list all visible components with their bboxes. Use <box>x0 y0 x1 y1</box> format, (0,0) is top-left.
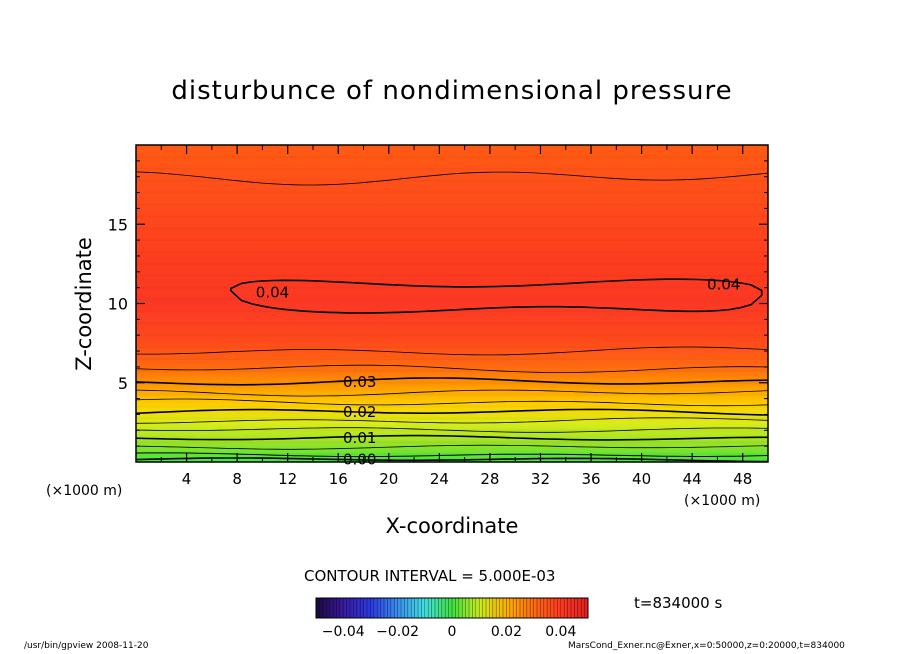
contour-interval-text: CONTOUR INTERVAL = 5.000E-03 <box>304 567 556 585</box>
y-tick-label: 15 <box>108 215 128 234</box>
x-tick-label: 36 <box>581 470 600 488</box>
x-axis-label-text: X-coordinate <box>385 514 519 538</box>
x-tick-label: 20 <box>379 470 398 488</box>
contour-label: 0.02 <box>343 403 376 421</box>
contour-line <box>135 452 769 458</box>
contour-label: 0.03 <box>343 373 376 391</box>
footer-left: /usr/bin/gpview 2008-11-20 <box>24 641 149 651</box>
x-tick-label: 48 <box>733 470 752 488</box>
x-tick-label: 8 <box>232 470 242 488</box>
contour-line-0.04 <box>230 278 763 314</box>
colorbar-tick-label: −0.02 <box>376 624 419 640</box>
contour-label: 0.00 <box>343 451 376 469</box>
y-tick-label: 5 <box>118 374 128 393</box>
contour-line <box>135 457 768 463</box>
chart-title: disturbunce of nondimensional pressure <box>171 76 733 106</box>
contour-line <box>136 346 769 356</box>
x-tick-label: 16 <box>329 470 348 488</box>
contour-line <box>135 171 769 186</box>
colorbar-tick-label: 0.04 <box>545 624 576 640</box>
contour-line <box>135 364 769 373</box>
contour-line <box>135 398 769 407</box>
contour-label: 0.04 <box>256 283 289 301</box>
contour-line <box>135 444 769 450</box>
x-tick-label: 24 <box>430 470 449 488</box>
contour-line <box>135 408 769 416</box>
x-tick-label: 4 <box>182 470 192 488</box>
contour-line <box>135 417 769 424</box>
footer-right: MarsCond_Exner.nc@Exner,x=0:50000,z=0:20… <box>568 641 845 651</box>
y-tick-label: 10 <box>108 295 128 314</box>
x-tick-label: 28 <box>480 470 499 488</box>
colorbar-tick-label: 0.02 <box>491 624 522 640</box>
y-axis-unit: (×1000 m) <box>46 483 123 499</box>
colorbar-tick-label: 0 <box>448 624 457 640</box>
x-axis-unit: (×1000 m) <box>684 493 761 509</box>
colorbar-tick-label: −0.04 <box>322 624 365 640</box>
contour-line <box>135 377 769 386</box>
colorbar-frame <box>315 597 589 619</box>
x-tick-label: 12 <box>278 470 297 488</box>
x-tick-label: 32 <box>531 470 550 488</box>
contour-label: 0.01 <box>343 429 376 447</box>
time-label: t=834000 s <box>634 594 723 612</box>
x-tick-label: 40 <box>632 470 651 488</box>
x-tick-label: 44 <box>683 470 702 488</box>
contour-line <box>135 427 769 433</box>
contour-line <box>135 434 768 441</box>
contour-line <box>135 389 769 397</box>
x-axis-label: X-coordinate <box>0 514 904 538</box>
contour-label: 0.04 <box>707 275 740 293</box>
